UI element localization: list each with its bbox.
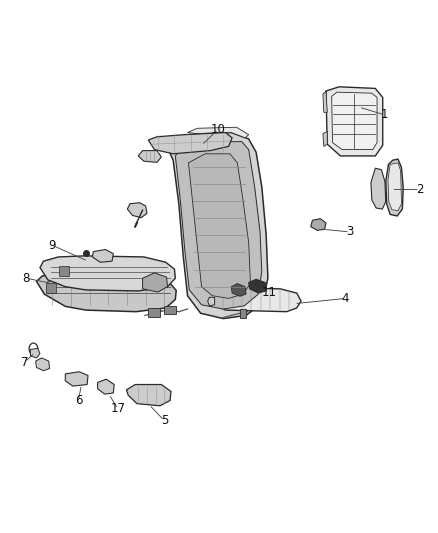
Polygon shape xyxy=(138,151,161,163)
Polygon shape xyxy=(148,309,160,317)
Polygon shape xyxy=(46,283,56,293)
Polygon shape xyxy=(323,91,327,112)
Text: 8: 8 xyxy=(22,272,30,285)
Polygon shape xyxy=(326,87,383,156)
Polygon shape xyxy=(30,349,40,358)
Polygon shape xyxy=(208,297,215,306)
Text: 10: 10 xyxy=(211,123,226,136)
Polygon shape xyxy=(40,256,175,291)
Polygon shape xyxy=(240,309,246,318)
Text: 1: 1 xyxy=(381,109,389,122)
Polygon shape xyxy=(36,273,176,312)
Polygon shape xyxy=(323,132,327,147)
Polygon shape xyxy=(164,306,176,314)
Polygon shape xyxy=(35,358,49,370)
Polygon shape xyxy=(169,139,182,152)
Polygon shape xyxy=(127,384,171,406)
Polygon shape xyxy=(249,279,266,293)
Text: 7: 7 xyxy=(21,356,28,369)
Polygon shape xyxy=(187,127,249,138)
Polygon shape xyxy=(188,154,251,298)
Polygon shape xyxy=(65,372,88,386)
Text: 4: 4 xyxy=(342,292,350,305)
Polygon shape xyxy=(175,142,262,309)
Polygon shape xyxy=(388,163,402,211)
Text: 5: 5 xyxy=(161,414,168,427)
Polygon shape xyxy=(127,203,147,217)
Text: 9: 9 xyxy=(49,239,56,252)
Polygon shape xyxy=(311,219,326,230)
Text: 11: 11 xyxy=(262,286,277,298)
Polygon shape xyxy=(92,249,113,262)
Polygon shape xyxy=(148,133,232,154)
Polygon shape xyxy=(143,273,167,292)
Polygon shape xyxy=(386,159,403,216)
Polygon shape xyxy=(371,168,386,209)
Text: 6: 6 xyxy=(74,394,82,407)
Polygon shape xyxy=(332,92,377,150)
Polygon shape xyxy=(209,288,301,312)
Text: 17: 17 xyxy=(110,402,125,415)
Text: 3: 3 xyxy=(346,225,353,238)
Polygon shape xyxy=(59,266,69,276)
Polygon shape xyxy=(169,133,268,319)
Polygon shape xyxy=(98,379,114,394)
Polygon shape xyxy=(231,284,246,296)
Text: 2: 2 xyxy=(416,183,424,196)
